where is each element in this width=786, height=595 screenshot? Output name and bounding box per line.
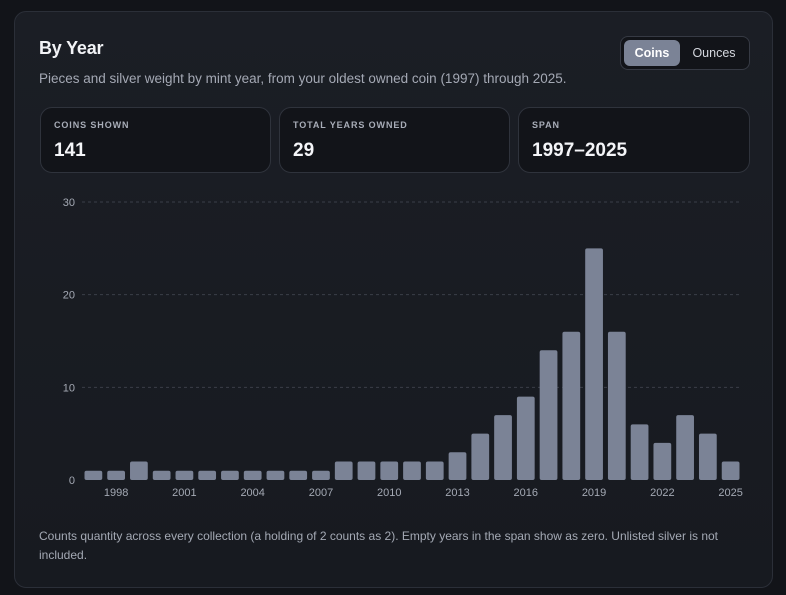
x-tick-label: 2010 — [377, 487, 401, 499]
x-tick-label: 2016 — [514, 487, 538, 499]
bar-1999[interactable] — [130, 461, 148, 480]
bar-2007[interactable] — [312, 470, 330, 480]
x-tick-label: 2022 — [650, 487, 674, 499]
by-year-card: By Year Pieces and silver weight by mint… — [14, 11, 773, 588]
x-tick-label: 2013 — [445, 487, 469, 499]
bar-2023[interactable] — [676, 415, 694, 480]
bar-1998[interactable] — [107, 470, 126, 480]
x-tick-label: 2001 — [172, 487, 196, 499]
y-tick-label: 0 — [69, 475, 75, 487]
bar-2003[interactable] — [221, 470, 239, 480]
bar-2022[interactable] — [653, 442, 672, 480]
x-tick-label: 2019 — [582, 487, 606, 499]
stat-span: SPAN 1997–2025 — [518, 107, 750, 173]
bar-2014[interactable] — [471, 433, 490, 480]
bar-2025[interactable] — [721, 461, 740, 480]
card-title: By Year — [39, 38, 104, 58]
by-year-bar-chart: 0 10 20 30 1998 2001 2004 2007 2010 2013 2016 2019 2… — [63, 197, 743, 499]
stat-total-years-owned: TOTAL YEARS OWNED 29 — [279, 107, 510, 173]
bar-2019[interactable] — [585, 248, 603, 480]
bar-2009[interactable] — [357, 461, 376, 480]
stat-value: 141 — [54, 140, 86, 161]
bar-2006[interactable] — [289, 470, 308, 480]
bar-2021[interactable] — [630, 424, 649, 480]
bar-2017[interactable] — [539, 350, 558, 480]
stat-value: 29 — [293, 140, 315, 161]
bar-2012[interactable] — [425, 461, 444, 480]
bar-2018[interactable] — [562, 331, 581, 480]
bar-2010[interactable] — [380, 461, 399, 480]
chart-footnote: Counts quantity across every collection … — [39, 529, 718, 562]
x-tick-label: 2007 — [309, 487, 333, 499]
bar-2011[interactable] — [403, 461, 421, 480]
stat-label: COINS SHOWN — [54, 120, 130, 130]
bar-2001[interactable] — [175, 470, 194, 480]
bar-2016[interactable] — [516, 396, 535, 480]
coins-toggle-button[interactable]: Coins — [624, 40, 680, 66]
card-subtitle: Pieces and silver weight by mint year, f… — [39, 71, 567, 86]
x-tick-label: 2025 — [718, 487, 742, 499]
bar-2015[interactable] — [494, 415, 512, 480]
bar-2005[interactable] — [266, 470, 285, 480]
x-tick-label: 1998 — [104, 487, 128, 499]
x-tick-label: 2004 — [240, 487, 264, 499]
bar-1997[interactable] — [84, 470, 103, 480]
bar-2013[interactable] — [448, 452, 467, 480]
y-tick-label: 10 — [63, 382, 75, 394]
stat-label: SPAN — [532, 120, 560, 130]
bar-2000[interactable] — [152, 470, 171, 480]
ounces-toggle-button[interactable]: Ounces — [692, 46, 736, 60]
y-tick-label: 20 — [63, 290, 75, 302]
bar-2024[interactable] — [698, 433, 717, 480]
stat-label: TOTAL YEARS OWNED — [293, 120, 408, 130]
bar-2020[interactable] — [607, 331, 626, 480]
metric-toggle: Coins Ounces — [620, 36, 750, 70]
bar-2002[interactable] — [198, 470, 217, 480]
bar-2008[interactable] — [334, 461, 353, 480]
bar-2004[interactable] — [243, 470, 262, 480]
y-tick-label: 30 — [63, 197, 75, 209]
stat-value: 1997–2025 — [532, 140, 628, 161]
stat-coins-shown: COINS SHOWN 141 — [40, 107, 271, 173]
